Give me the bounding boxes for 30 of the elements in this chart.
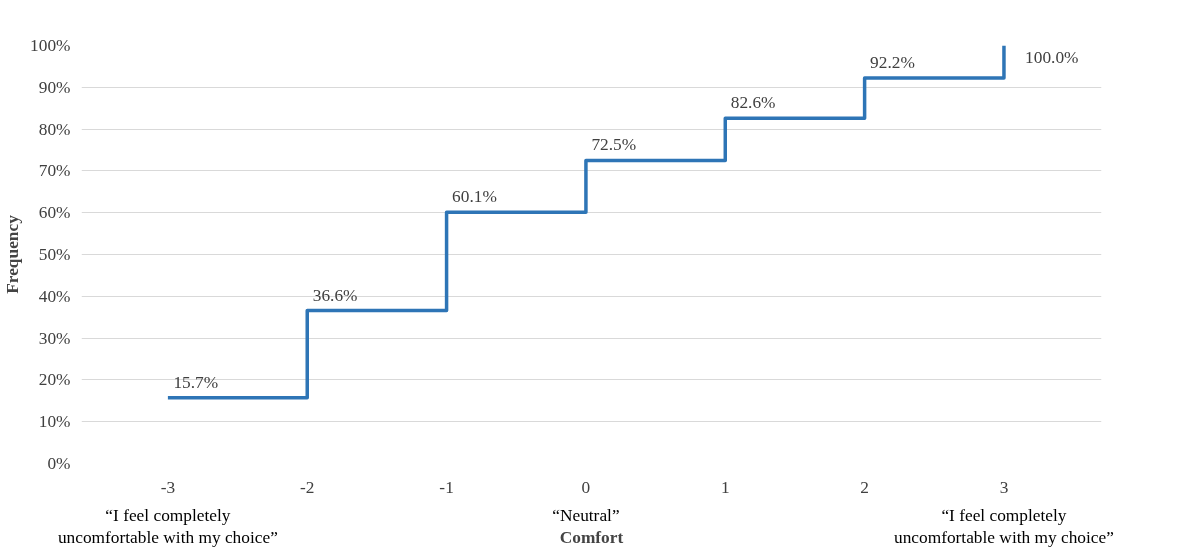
y-tick-label: 70%	[38, 161, 71, 181]
y-tick-label: 100%	[30, 36, 71, 55]
x-tick-label: 3	[999, 477, 1009, 497]
y-tick-label: 10%	[38, 412, 71, 432]
y-tick-label: 30%	[38, 328, 71, 348]
x-tick-label: 1	[720, 477, 730, 497]
data-label: 15.7%	[173, 372, 219, 392]
data-label: 92.2%	[870, 53, 915, 73]
y-tick-label: 80%	[38, 119, 71, 139]
y-tick-label: 60%	[38, 203, 71, 223]
text: “I feel completely uncomfortable with my choice”	[894, 505, 1114, 548]
y-tick-label: 40%	[38, 286, 71, 306]
x-tick-label: 0	[581, 477, 591, 497]
text: “Neutral”	[552, 505, 620, 525]
x-tick-label: 2	[860, 477, 869, 497]
y-axis-title: Frequency	[3, 214, 23, 294]
x-tick-label: -3	[160, 477, 176, 497]
data-label: 60.1%	[452, 187, 497, 207]
data-label: 82.6%	[730, 93, 776, 113]
y-tick-label: 20%	[38, 370, 71, 390]
y-tick-label: 50%	[38, 245, 71, 264]
x-axis-title: Comfort	[559, 528, 624, 548]
data-label: 100.0%	[1025, 47, 1079, 67]
data-label: 72.5%	[591, 135, 637, 155]
text: “I feel completely uncomfortable with my choice”	[57, 505, 278, 548]
y-tick-label: 0%	[47, 454, 71, 473]
x-tick-label: -1	[439, 477, 454, 497]
data-label: 36.6%	[312, 285, 358, 305]
x-tick-label: -2	[300, 477, 315, 497]
y-tick-label: 90%	[38, 77, 71, 97]
